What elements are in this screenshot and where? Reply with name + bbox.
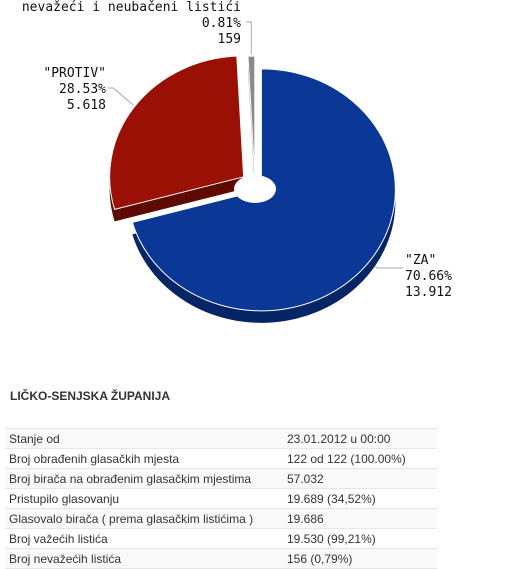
slice-name-za: "ZA" (405, 253, 437, 268)
pie-center-hole (234, 175, 276, 203)
pie-slice-invalid[interactable] (247, 55, 256, 178)
stat-value: 57.032 (279, 468, 437, 489)
stat-value: 19.686 (279, 508, 437, 529)
region-title: LIČKO-SENJSKA ŽUPANIJA (10, 389, 171, 403)
stat-label: Broj nevažećih listića (5, 548, 279, 569)
slice-percent-invalid: 0.81% (201, 16, 241, 31)
stat-label: Broj birača na obrađenim glasačkim mjest… (5, 468, 279, 489)
table-row: Broj nevažećih listića 156 (0,79%) (5, 548, 437, 569)
slice-value-invalid: 159 (217, 32, 241, 47)
stat-value: 122 od 122 (100.00%) (279, 448, 437, 469)
table-row: Stanje od 23.01.2012 u 00:00 (5, 428, 437, 449)
slice-percent-za: 70.66% (405, 269, 452, 284)
pie-slice-protiv[interactable] (109, 55, 245, 211)
stat-value: 19.689 (34,52%) (279, 488, 437, 509)
stat-value: 23.01.2012 u 00:00 (279, 428, 437, 449)
table-row: Broj obrađenih glasačkih mjesta 122 od 12… (5, 448, 437, 469)
slice-name-invalid: nevažeći i neubačeni listići (21, 0, 241, 15)
stat-label: Stanje od (5, 428, 279, 449)
table-row: Glasovalo birača ( prema glasačkim listi… (5, 508, 437, 529)
pie-slice-invalid-leader-line (246, 21, 252, 55)
slice-percent-protiv: 28.53% (59, 82, 106, 97)
stat-label: Broj obrađenih glasačkih mjesta (5, 448, 279, 469)
stat-value: 156 (0,79%) (279, 548, 437, 569)
slice-label-protiv: "PROTIV" 28.53% 5.618 (43, 66, 106, 114)
table-row: Broj važećih listića 19.530 (99,21%) (5, 528, 437, 549)
table-row: Broj birača na obrađenim glasačkim mjest… (5, 468, 437, 489)
stat-label: Broj važećih listića (5, 528, 279, 549)
slice-label-za: "ZA" 70.66% 13.912 (405, 253, 452, 301)
slice-label-invalid: nevažeći i neubačeni listići 0.81% 159 (22, 0, 241, 48)
pie-chart: "ZA" 70.66% 13.912 "PROTIV" 28.53% 5.618… (22, 0, 452, 323)
stat-label: Pristupilo glasovanju (5, 488, 279, 509)
stat-value: 19.530 (99,21%) (279, 528, 437, 549)
stats-table: Stanje od 23.01.2012 u 00:00 Broj obrađeni… (5, 428, 437, 569)
pie-chart-svg (108, 21, 403, 323)
pie-slice-protiv-leader-line (108, 87, 134, 106)
table-row: Pristupilo glasovanju 19.689 (34,52%) (5, 488, 437, 509)
slice-value-protiv: 5.618 (66, 98, 106, 113)
stat-label: Glasovalo birača ( prema glasačkim listi… (5, 508, 279, 529)
slice-value-za: 13.912 (405, 285, 452, 300)
slice-name-protiv: "PROTIV" (43, 66, 106, 81)
